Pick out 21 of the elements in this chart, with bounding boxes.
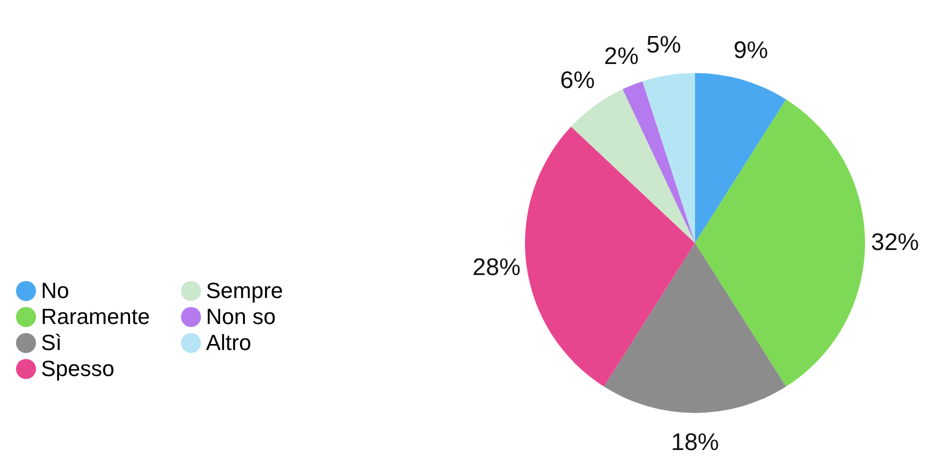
data-label: 28% [472, 254, 521, 282]
pie-slice [695, 99, 865, 387]
pie-slice [571, 89, 695, 243]
data-label: 2% [604, 43, 639, 70]
data-label: 32% [870, 229, 920, 256]
data-label: 5% [646, 31, 682, 58]
legend-label: Spesso [41, 356, 114, 381]
legend-label: Sempre [206, 278, 284, 303]
data-label: 18% [670, 429, 720, 456]
pie-slice [642, 73, 695, 243]
legend-label: Raramente [41, 304, 150, 329]
legend-label: No [41, 278, 70, 303]
legend-label: Non so [206, 304, 276, 329]
pie-slice [525, 126, 695, 387]
pie-slice [695, 73, 786, 243]
legend-label: Altro [206, 330, 252, 355]
pie-slice [604, 243, 786, 413]
data-label: 6% [560, 67, 595, 94]
legend-label: Sì [41, 330, 62, 355]
pie-slice [622, 81, 695, 243]
data-label: 9% [733, 36, 768, 64]
